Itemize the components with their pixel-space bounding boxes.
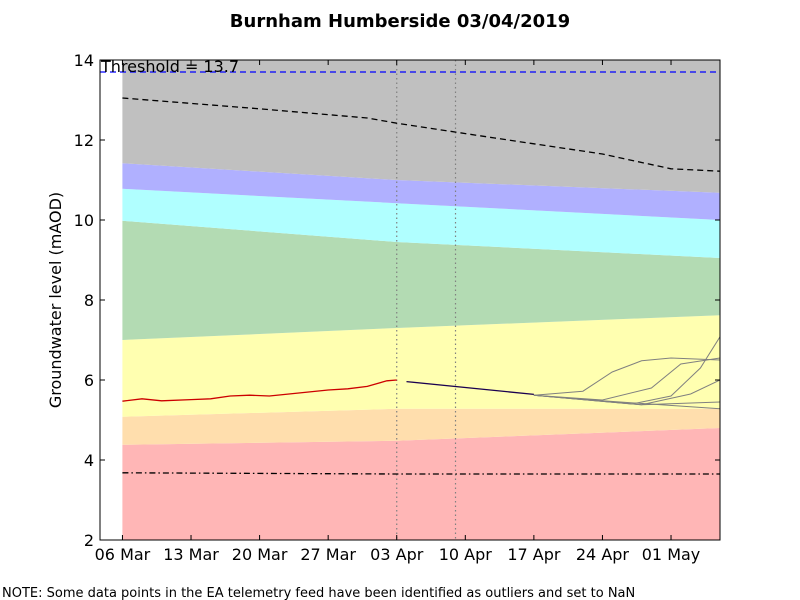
x-tick-label: 03 Apr xyxy=(370,545,424,564)
series-line-3 xyxy=(122,379,397,402)
band-2 xyxy=(122,408,720,445)
y-tick-label: 4 xyxy=(84,451,94,470)
y-tick-label: 2 xyxy=(84,531,94,550)
band-4 xyxy=(122,220,720,340)
x-tick-label: 20 Mar xyxy=(232,545,288,564)
series-line-1 xyxy=(122,97,720,172)
band-1 xyxy=(122,428,720,540)
footnote: NOTE: Some data points in the EA telemet… xyxy=(2,586,635,600)
threshold-annotation: Threshold = 13.7 xyxy=(100,57,239,76)
band-6 xyxy=(122,163,720,220)
plot-area: 06 Mar 13 Mar 20 Mar 27 Mar 03 Apr 10 Apr 17 A… xyxy=(74,51,721,564)
x-tick-label: 17 Apr xyxy=(507,545,561,564)
band-5 xyxy=(122,188,720,258)
y-tick-label: 8 xyxy=(84,291,94,310)
y-tick-label: 10 xyxy=(74,211,94,230)
y-tick-label: 12 xyxy=(74,131,94,150)
x-tick-label: 24 Apr xyxy=(576,545,630,564)
series-line-6 xyxy=(533,357,720,396)
chart-title: Burnham Humberside 03/04/2019 xyxy=(230,11,570,32)
y-tick-label: 14 xyxy=(74,51,94,70)
series-line-2 xyxy=(122,472,720,475)
x-tick-label: 13 Mar xyxy=(163,545,219,564)
series-line-7 xyxy=(533,357,720,401)
x-tick-label: 01 May xyxy=(642,545,701,564)
band-3 xyxy=(122,315,720,417)
series-line-4 xyxy=(406,380,534,396)
y-axis-label: Groundwater level (mAOD) xyxy=(46,192,65,408)
x-tick-label: 27 Mar xyxy=(300,545,356,564)
x-tick-label: 06 Mar xyxy=(95,545,151,564)
series-line-10 xyxy=(533,394,720,406)
y-tick-label: 6 xyxy=(84,371,94,390)
x-tick-label: 10 Apr xyxy=(439,545,493,564)
